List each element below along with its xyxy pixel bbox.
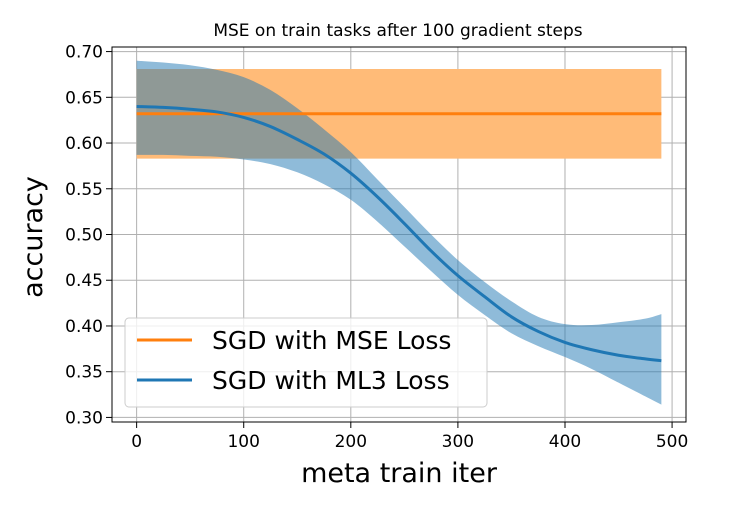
- x-tick-label: 500: [656, 432, 688, 452]
- y-tick-label: 0.55: [65, 180, 103, 200]
- y-tick-label: 0.40: [65, 317, 103, 337]
- x-axis-label: meta train iter: [301, 458, 498, 489]
- series-line-1: [136, 104, 662, 363]
- y-tick-label: 0.35: [65, 363, 103, 383]
- chart-title: MSE on train tasks after 100 gradient st…: [213, 21, 582, 41]
- confidence-band-series-1: [136, 60, 662, 405]
- y-tick-label: 0.45: [65, 271, 103, 291]
- y-axis-label: accuracy: [18, 176, 49, 298]
- legend: SGD with MSE Loss SGD with ML3 Loss: [124, 317, 488, 408]
- y-tick-label: 0.60: [65, 134, 103, 154]
- legend-label-0: SGD with MSE Loss: [212, 326, 451, 355]
- y-tick-label: 0.65: [65, 88, 103, 108]
- x-tick-label: 100: [227, 432, 259, 452]
- legend-label-1: SGD with ML3 Loss: [212, 366, 450, 395]
- series-lines: [136, 104, 662, 363]
- y-tick-label: 0.70: [65, 43, 103, 63]
- legend-box: [124, 317, 488, 408]
- x-tick-label: 300: [442, 432, 474, 452]
- x-tick-label: 400: [549, 432, 581, 452]
- y-tick-label: 0.50: [65, 226, 103, 246]
- x-axis-ticks: 0 100 200 300 400 500: [131, 422, 688, 452]
- x-tick-label: 200: [335, 432, 367, 452]
- y-tick-label: 0.30: [65, 408, 103, 428]
- y-axis-ticks: 0.30 0.35 0.40 0.45 0.50 0.55 0.60 0.65 0.70: [65, 43, 112, 428]
- x-tick-label: 0: [131, 432, 142, 452]
